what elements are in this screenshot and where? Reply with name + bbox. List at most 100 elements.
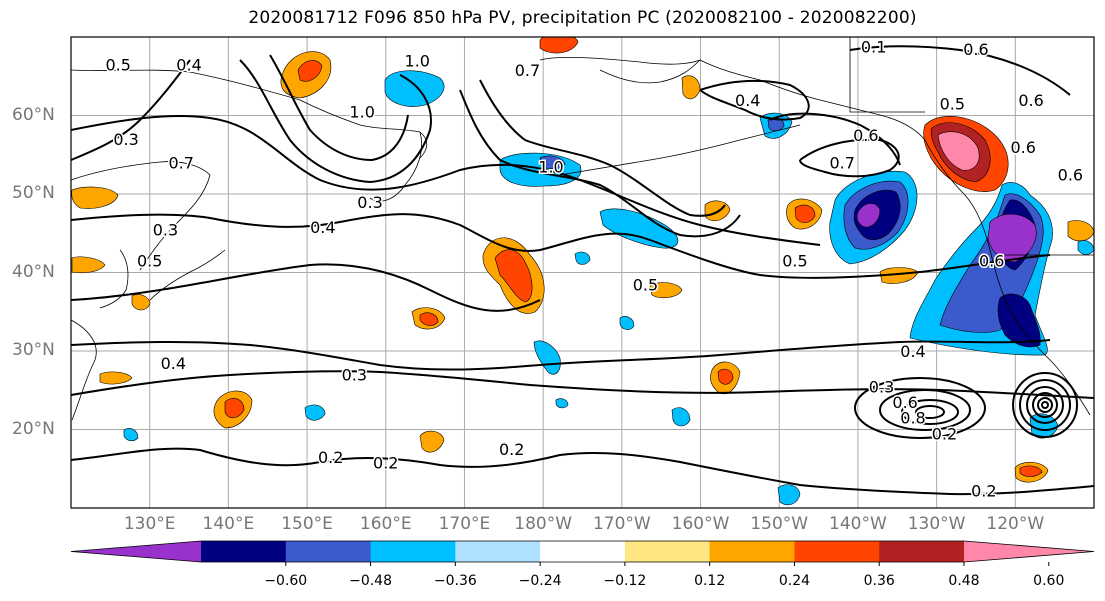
pv-contour — [71, 339, 1051, 371]
pv-contour — [71, 447, 1094, 496]
colorbar-tick-label: 0.12 — [694, 573, 726, 589]
contour-value-label: 0.6 — [1018, 91, 1043, 110]
colorbar-tick-label: −0.36 — [433, 573, 477, 589]
precip-positive-region — [99, 371, 133, 385]
pv-contour — [699, 79, 810, 121]
precip-positive-region — [494, 249, 533, 303]
pv-contour — [269, 54, 409, 162]
precip-negative-region — [599, 208, 679, 249]
contour-value-label: 0.6 — [853, 126, 878, 145]
coastline-asia-east — [71, 161, 211, 271]
contour-value-label: 0.4 — [900, 342, 925, 361]
colorbar-tick-label: −0.12 — [603, 573, 647, 589]
precip-positive-region — [131, 294, 151, 311]
precip-negative-region — [123, 428, 139, 442]
pv-contour — [799, 138, 900, 178]
pv-contour — [71, 114, 821, 246]
pv-contour — [769, 112, 901, 166]
coastline-arctic — [539, 56, 701, 65]
pv-contour — [71, 213, 1051, 279]
colorbar-tick-label: 0.36 — [863, 573, 895, 589]
colorbar-outline — [70, 540, 1095, 563]
colorbar-tick-label: 0.24 — [778, 573, 811, 589]
pv-contour-closed — [901, 399, 959, 425]
longitude-tick-label: 140°E — [202, 514, 255, 534]
colorbar-segment — [624, 541, 711, 562]
contour-value-label: 0.4 — [310, 218, 335, 237]
pv-contour — [479, 79, 726, 217]
plot-frame — [70, 36, 1095, 509]
pv-contour-closed — [1037, 397, 1053, 413]
contour-label-layer: 0.5 0.4 1.0 0.7 0.6 0.1 0.4 0.5 0.6 1.0 0.3 0.7 1.0 0… — [104, 37, 1085, 502]
precip-positive-region — [71, 256, 106, 274]
contour-value-label: 0.5 — [137, 252, 162, 271]
latitude-tick-label: 60°N — [12, 104, 55, 125]
contour-value-label: 0.6 — [892, 393, 917, 412]
contour-value-label: 0.7 — [515, 61, 540, 80]
contour-value-label: 0.3 — [342, 366, 367, 385]
contour-value-label: 0.4 — [176, 55, 201, 74]
contour-value-label: 0.6 — [1010, 138, 1035, 157]
colorbar-tick-label: 0.48 — [948, 573, 980, 589]
colorbar-segment — [540, 541, 626, 562]
colorbar-extend-min — [71, 541, 201, 562]
precipitation-shading — [71, 37, 1094, 506]
contour-value-label: 0.3 — [153, 220, 178, 239]
latitude-tick-label: 50°N — [12, 183, 55, 203]
precip-negative-region — [574, 251, 591, 265]
colorbar-tick-label: −0.60 — [264, 573, 308, 589]
pv-contour — [849, 45, 1071, 96]
precip-negative-region — [304, 404, 326, 421]
pv-contour-closed — [1032, 392, 1058, 418]
precip-negative-region — [671, 407, 691, 427]
pv-contour — [71, 370, 1094, 399]
precip-positive-region — [794, 204, 816, 223]
longitude-tick-label: 170°E — [438, 514, 491, 534]
precip-negative-region — [555, 398, 569, 409]
contour-value-label: 0.3 — [113, 130, 138, 149]
contour-value-label: 1.0 — [349, 103, 374, 122]
border-canada — [849, 37, 925, 113]
longitude-tick-label: 160°E — [359, 514, 412, 534]
precip-negative-region — [619, 316, 635, 330]
longitude-tick-label: 130°E — [123, 514, 176, 534]
contour-value-label: 1.0 — [405, 52, 430, 71]
pv-contours — [71, 45, 1094, 496]
contour-value-label: 0.1 — [861, 37, 886, 56]
precip-negative-region — [777, 484, 801, 506]
coastline-china — [71, 319, 97, 421]
pv-contour-closed — [879, 389, 971, 431]
colorbar-segment — [370, 541, 456, 562]
pv-contour — [239, 59, 432, 184]
pv-contour — [459, 89, 741, 238]
latitude-tick-label: 40°N — [12, 261, 55, 282]
contour-value-label: 0.6 — [1058, 165, 1083, 184]
colorbar-segment — [794, 541, 880, 562]
contour-value-label: 0.8 — [900, 409, 925, 428]
longitude-tick-label: 180°W — [514, 514, 573, 534]
longitude-tick-label: 140°W — [829, 514, 887, 534]
pv-contour-closed — [915, 405, 945, 419]
coastlines — [71, 37, 1094, 421]
precip-positive-region — [649, 282, 683, 299]
precip-positive-region — [297, 60, 323, 82]
pv-contour-closed — [1019, 379, 1071, 431]
contour-value-label: 0.2 — [499, 440, 524, 459]
pv-contour-closed — [854, 377, 986, 439]
contour-value-label: 0.6 — [963, 40, 988, 59]
precip-negative-region — [384, 70, 445, 107]
coastline-alaska — [699, 59, 926, 141]
colorbar-segment — [201, 541, 287, 562]
precip-positive-region — [1019, 465, 1043, 477]
precip-negative-region — [987, 213, 1037, 263]
precip-positive-region — [937, 131, 980, 171]
longitude-tick-label: 130°W — [907, 514, 966, 534]
colorbar-extend-max — [964, 541, 1094, 562]
precip-negative-region — [533, 340, 561, 375]
contour-value-label: 0.5 — [633, 275, 658, 294]
coastline-northamerica — [924, 139, 1091, 416]
coastline-japan — [149, 249, 226, 301]
pv-contour-closed — [1012, 372, 1078, 438]
contour-value-label: 0.5 — [940, 95, 965, 114]
longitude-tick-label: 150°W — [750, 514, 809, 534]
